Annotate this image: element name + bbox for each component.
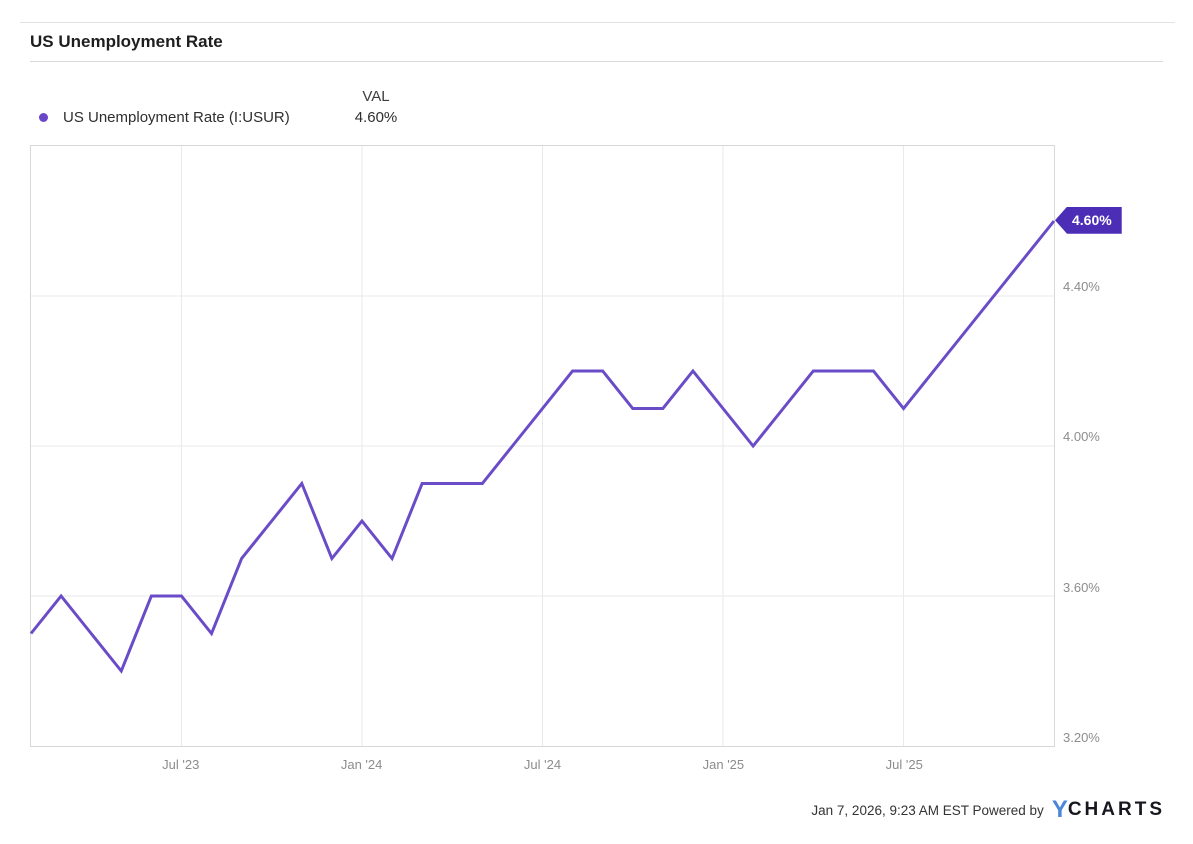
y-tick-label: 4.40%: [1063, 278, 1100, 294]
plot-area[interactable]: [29, 145, 1056, 747]
y-tick-label: 3.60%: [1063, 579, 1100, 595]
series-marker-icon: [39, 113, 48, 122]
x-tick-label: Jan '25: [702, 757, 745, 772]
val-column-value: 4.60%: [354, 109, 398, 126]
page-title: US Unemployment Rate: [30, 32, 223, 51]
series-label: US Unemployment Rate (I:USUR): [63, 109, 290, 126]
val-column-header: VAL: [362, 88, 390, 105]
y-tick-label: 4.00%: [1063, 429, 1100, 444]
ycharts-logo-text: CHARTS: [1067, 799, 1165, 820]
footer-timestamp: Jan 7, 2026, 9:23 AM EST Powered by: [811, 802, 1044, 818]
chart-canvas: [29, 146, 1056, 746]
footer: Jan 7, 2026, 9:23 AM EST Powered by Y CH…: [811, 796, 1165, 824]
last-value-label: 4.60%: [1072, 212, 1112, 229]
series-line: [29, 220, 1056, 674]
x-tick-label: Jul '25: [885, 757, 923, 772]
y-tick-label: 3.20%: [1063, 730, 1100, 745]
last-value-badge: 4.60%: [1055, 206, 1122, 234]
ycharts-logo-y-icon: Y: [1051, 796, 1068, 823]
title-divider: [30, 61, 1163, 62]
x-tick-label: Jan '24: [340, 757, 383, 772]
x-tick-label: Jul '23: [162, 757, 200, 772]
top-divider: [20, 22, 1175, 23]
x-tick-label: Jul '24: [523, 757, 562, 772]
